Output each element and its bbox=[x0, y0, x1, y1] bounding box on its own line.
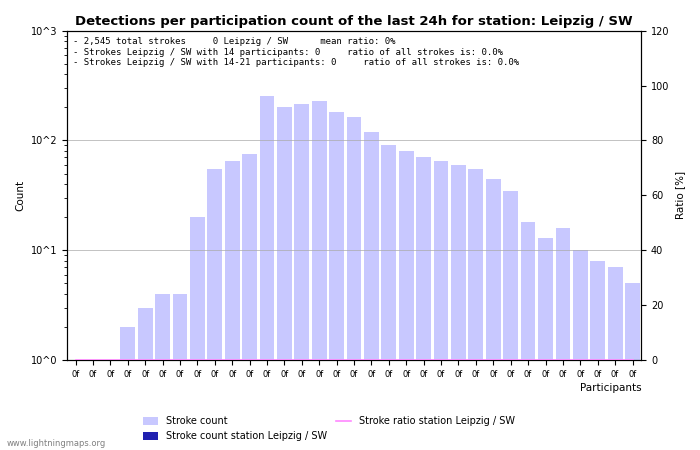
Stroke ratio station Leipzig / SW bbox=[280, 358, 288, 363]
Stroke ratio station Leipzig / SW bbox=[106, 358, 115, 363]
Stroke ratio station Leipzig / SW bbox=[315, 358, 323, 363]
Stroke ratio station Leipzig / SW bbox=[368, 358, 376, 363]
Bar bbox=[190, 217, 205, 450]
Stroke ratio station Leipzig / SW bbox=[489, 358, 498, 363]
Bar bbox=[103, 360, 118, 450]
Bar bbox=[434, 161, 449, 450]
Stroke ratio station Leipzig / SW bbox=[350, 358, 358, 363]
Stroke ratio station Leipzig / SW bbox=[141, 358, 149, 363]
Stroke ratio station Leipzig / SW bbox=[629, 358, 637, 363]
Stroke ratio station Leipzig / SW bbox=[332, 358, 341, 363]
Stroke ratio station Leipzig / SW bbox=[576, 358, 584, 363]
Stroke ratio station Leipzig / SW bbox=[472, 358, 480, 363]
Stroke ratio station Leipzig / SW bbox=[559, 358, 567, 363]
Stroke ratio station Leipzig / SW bbox=[298, 358, 306, 363]
Stroke ratio station Leipzig / SW bbox=[71, 358, 80, 363]
Bar bbox=[346, 117, 361, 450]
Stroke ratio station Leipzig / SW bbox=[611, 358, 620, 363]
Bar bbox=[625, 284, 640, 450]
Bar bbox=[277, 108, 292, 450]
Stroke ratio station Leipzig / SW bbox=[507, 358, 515, 363]
Text: - 2,545 total strokes     0 Leipzig / SW      mean ratio: 0%
- Strokes Leipzig /: - 2,545 total strokes 0 Leipzig / SW mea… bbox=[73, 37, 519, 67]
Stroke ratio station Leipzig / SW bbox=[594, 358, 602, 363]
Bar bbox=[85, 360, 100, 450]
Bar bbox=[468, 169, 483, 450]
Stroke ratio station Leipzig / SW bbox=[262, 358, 271, 363]
Bar bbox=[364, 132, 379, 450]
Bar bbox=[503, 190, 518, 450]
Stroke ratio station Leipzig / SW bbox=[124, 358, 132, 363]
Stroke ratio station Leipzig / SW bbox=[158, 358, 167, 363]
Bar bbox=[590, 261, 605, 450]
Bar bbox=[312, 101, 327, 450]
Bar bbox=[416, 158, 431, 450]
Bar bbox=[608, 267, 622, 450]
Bar bbox=[68, 360, 83, 450]
Bar bbox=[399, 151, 414, 450]
Y-axis label: Count: Count bbox=[15, 180, 25, 211]
Bar bbox=[382, 145, 396, 450]
Bar bbox=[242, 154, 257, 450]
Y-axis label: Ratio [%]: Ratio [%] bbox=[675, 171, 685, 220]
Bar bbox=[486, 179, 500, 450]
Bar bbox=[538, 238, 553, 450]
Stroke ratio station Leipzig / SW bbox=[454, 358, 463, 363]
Bar bbox=[225, 161, 239, 450]
Stroke ratio station Leipzig / SW bbox=[89, 358, 97, 363]
Stroke ratio station Leipzig / SW bbox=[419, 358, 428, 363]
Bar bbox=[173, 294, 188, 450]
Stroke ratio station Leipzig / SW bbox=[246, 358, 254, 363]
Bar bbox=[207, 169, 222, 450]
Stroke ratio station Leipzig / SW bbox=[541, 358, 550, 363]
Bar bbox=[120, 327, 135, 450]
Bar bbox=[451, 165, 466, 450]
Stroke ratio station Leipzig / SW bbox=[437, 358, 445, 363]
Legend: Stroke count, Stroke count station Leipzig / SW, Stroke ratio station Leipzig / : Stroke count, Stroke count station Leipz… bbox=[139, 413, 519, 445]
Stroke ratio station Leipzig / SW bbox=[385, 358, 393, 363]
Stroke ratio station Leipzig / SW bbox=[524, 358, 532, 363]
Bar bbox=[573, 250, 588, 450]
Text: Participants: Participants bbox=[580, 383, 641, 393]
Bar bbox=[329, 112, 344, 450]
Bar bbox=[260, 96, 274, 450]
Bar bbox=[295, 104, 309, 450]
Bar bbox=[556, 228, 570, 450]
Stroke ratio station Leipzig / SW bbox=[228, 358, 237, 363]
Bar bbox=[521, 222, 536, 450]
Title: Detections per participation count of the last 24h for station: Leipzig / SW: Detections per participation count of th… bbox=[76, 15, 633, 28]
Stroke ratio station Leipzig / SW bbox=[402, 358, 410, 363]
Bar bbox=[155, 294, 170, 450]
Stroke ratio station Leipzig / SW bbox=[176, 358, 184, 363]
Stroke ratio station Leipzig / SW bbox=[211, 358, 219, 363]
Text: www.lightningmaps.org: www.lightningmaps.org bbox=[7, 439, 106, 448]
Bar bbox=[138, 308, 153, 450]
Stroke ratio station Leipzig / SW bbox=[193, 358, 202, 363]
